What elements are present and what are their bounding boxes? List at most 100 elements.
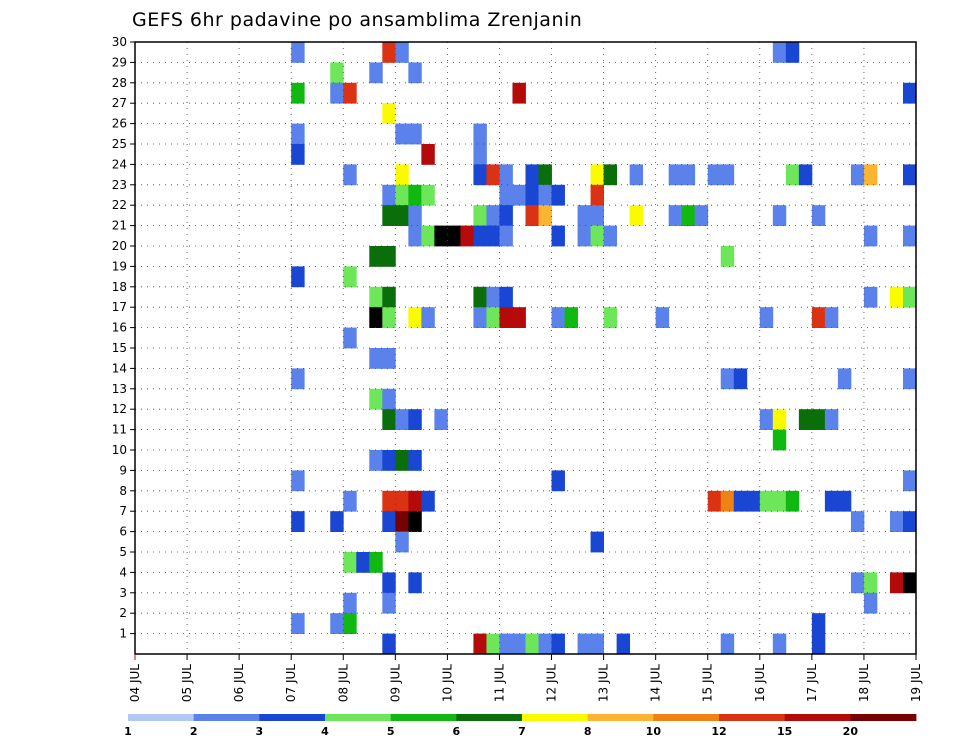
color-legend: 1 2 3 4 5 6 7 8 10 12 15 20 xyxy=(124,714,917,738)
legend-label: 10 xyxy=(646,725,662,738)
legend-swatch xyxy=(587,714,654,721)
heatmap-cell xyxy=(850,572,865,594)
heatmap-cell xyxy=(382,348,396,369)
y-tick-label: 17 xyxy=(112,300,127,314)
heatmap-cell xyxy=(382,246,396,267)
heatmap-cell xyxy=(681,164,696,186)
legend-label: 2 xyxy=(190,725,198,738)
heatmap-cell xyxy=(850,164,865,186)
x-tick-label: 18 JUL xyxy=(857,664,871,702)
heatmap-cell xyxy=(291,368,305,390)
heatmap-cell xyxy=(603,225,618,247)
heatmap-cell xyxy=(811,205,826,226)
heatmap-cell xyxy=(356,552,370,573)
heatmap-cell xyxy=(343,266,357,288)
legend-swatch xyxy=(784,714,851,721)
heatmap-cell xyxy=(551,307,565,328)
heatmap-cell xyxy=(395,409,409,430)
heatmap-cell xyxy=(551,184,565,206)
legend-label: 8 xyxy=(584,725,592,738)
y-tick-label: 11 xyxy=(112,423,127,437)
heatmap-cell xyxy=(486,164,500,186)
heatmap-cell xyxy=(837,490,852,512)
x-tick-label: 08 JUL xyxy=(336,664,350,702)
heatmap-cell xyxy=(395,123,409,145)
heatmap-cell xyxy=(889,511,904,532)
heatmap-cell xyxy=(863,164,878,186)
heatmap-cell xyxy=(759,490,774,512)
heatmap-cell xyxy=(291,266,305,288)
heatmap-cell xyxy=(408,307,422,328)
heatmap-cell xyxy=(395,205,409,226)
chart-title: GEFS 6hr padavine po ansamblima Zrenjani… xyxy=(132,9,582,31)
heatmap-cell xyxy=(499,164,513,186)
heatmap-cell xyxy=(902,225,917,247)
y-tick-label: 5 xyxy=(119,545,127,559)
heatmap-cell xyxy=(590,205,604,226)
heatmap-cell xyxy=(538,633,552,655)
y-tick-label: 18 xyxy=(112,280,127,294)
y-tick-label: 8 xyxy=(119,484,127,498)
heatmap-cell xyxy=(343,327,357,349)
heatmap-cell xyxy=(395,42,409,63)
heatmap-cell xyxy=(551,225,565,247)
heatmap-cell xyxy=(343,490,357,512)
heatmap-cell xyxy=(616,633,631,655)
heatmap-cell xyxy=(343,164,357,186)
y-tick-label: 22 xyxy=(112,198,127,212)
x-tick-label: 11 JUL xyxy=(492,664,506,702)
heatmap-cell xyxy=(395,184,409,206)
heatmap-cell xyxy=(395,490,409,512)
x-tick-label: 13 JUL xyxy=(597,664,611,702)
heatmap-cell xyxy=(408,205,422,226)
heatmap-cell xyxy=(473,286,487,308)
heatmap-cell xyxy=(330,613,344,634)
heatmap-cell xyxy=(408,450,422,471)
heatmap-cell xyxy=(785,490,800,512)
heatmap-cell xyxy=(863,592,878,614)
heatmap-cell xyxy=(473,225,487,247)
heatmap-cell xyxy=(330,511,344,532)
heatmap-cell xyxy=(590,633,604,655)
y-tick-label: 13 xyxy=(112,382,127,396)
heatmap-cell xyxy=(525,205,539,226)
heatmap-cell xyxy=(447,225,461,247)
heatmap-cell xyxy=(291,470,305,492)
y-tick-label: 3 xyxy=(119,586,127,600)
legend-swatch xyxy=(456,714,523,721)
heatmap-cell xyxy=(382,42,396,63)
heatmap-cell xyxy=(408,490,422,512)
heatmap-cell xyxy=(486,286,500,308)
heatmap-cell xyxy=(499,286,513,308)
heatmap-cell xyxy=(759,307,774,328)
legend-swatch xyxy=(193,714,260,721)
legend-swatch xyxy=(128,714,195,721)
heatmap-cell xyxy=(746,490,761,512)
heatmap-cell xyxy=(655,307,670,328)
y-tick-label: 27 xyxy=(112,96,127,110)
heatmap-cell xyxy=(382,450,396,471)
heatmap-cell xyxy=(369,307,383,328)
heatmap-cell xyxy=(486,633,500,655)
legend-swatch xyxy=(850,714,917,721)
heatmap-cell xyxy=(603,164,618,186)
heatmap-cell xyxy=(863,286,878,308)
heatmap-cell xyxy=(408,62,422,84)
y-tick-label: 1 xyxy=(119,627,127,641)
heatmap-cell xyxy=(564,307,578,328)
heatmap-cell xyxy=(343,82,357,104)
heatmap-cell xyxy=(486,225,500,247)
heatmap-cell xyxy=(772,429,787,451)
y-tick-label: 2 xyxy=(119,606,127,620)
heatmap-cell xyxy=(382,103,396,124)
y-tick-label: 21 xyxy=(112,219,127,233)
y-tick-label: 20 xyxy=(112,239,127,253)
heatmap-cell xyxy=(291,511,305,532)
heatmap-cell xyxy=(291,42,305,63)
heatmap-cell xyxy=(629,164,644,186)
heatmap-cell xyxy=(512,633,526,655)
heatmap-cell xyxy=(369,450,383,471)
heatmap-cell xyxy=(291,123,305,145)
heatmap-cell xyxy=(382,388,396,410)
